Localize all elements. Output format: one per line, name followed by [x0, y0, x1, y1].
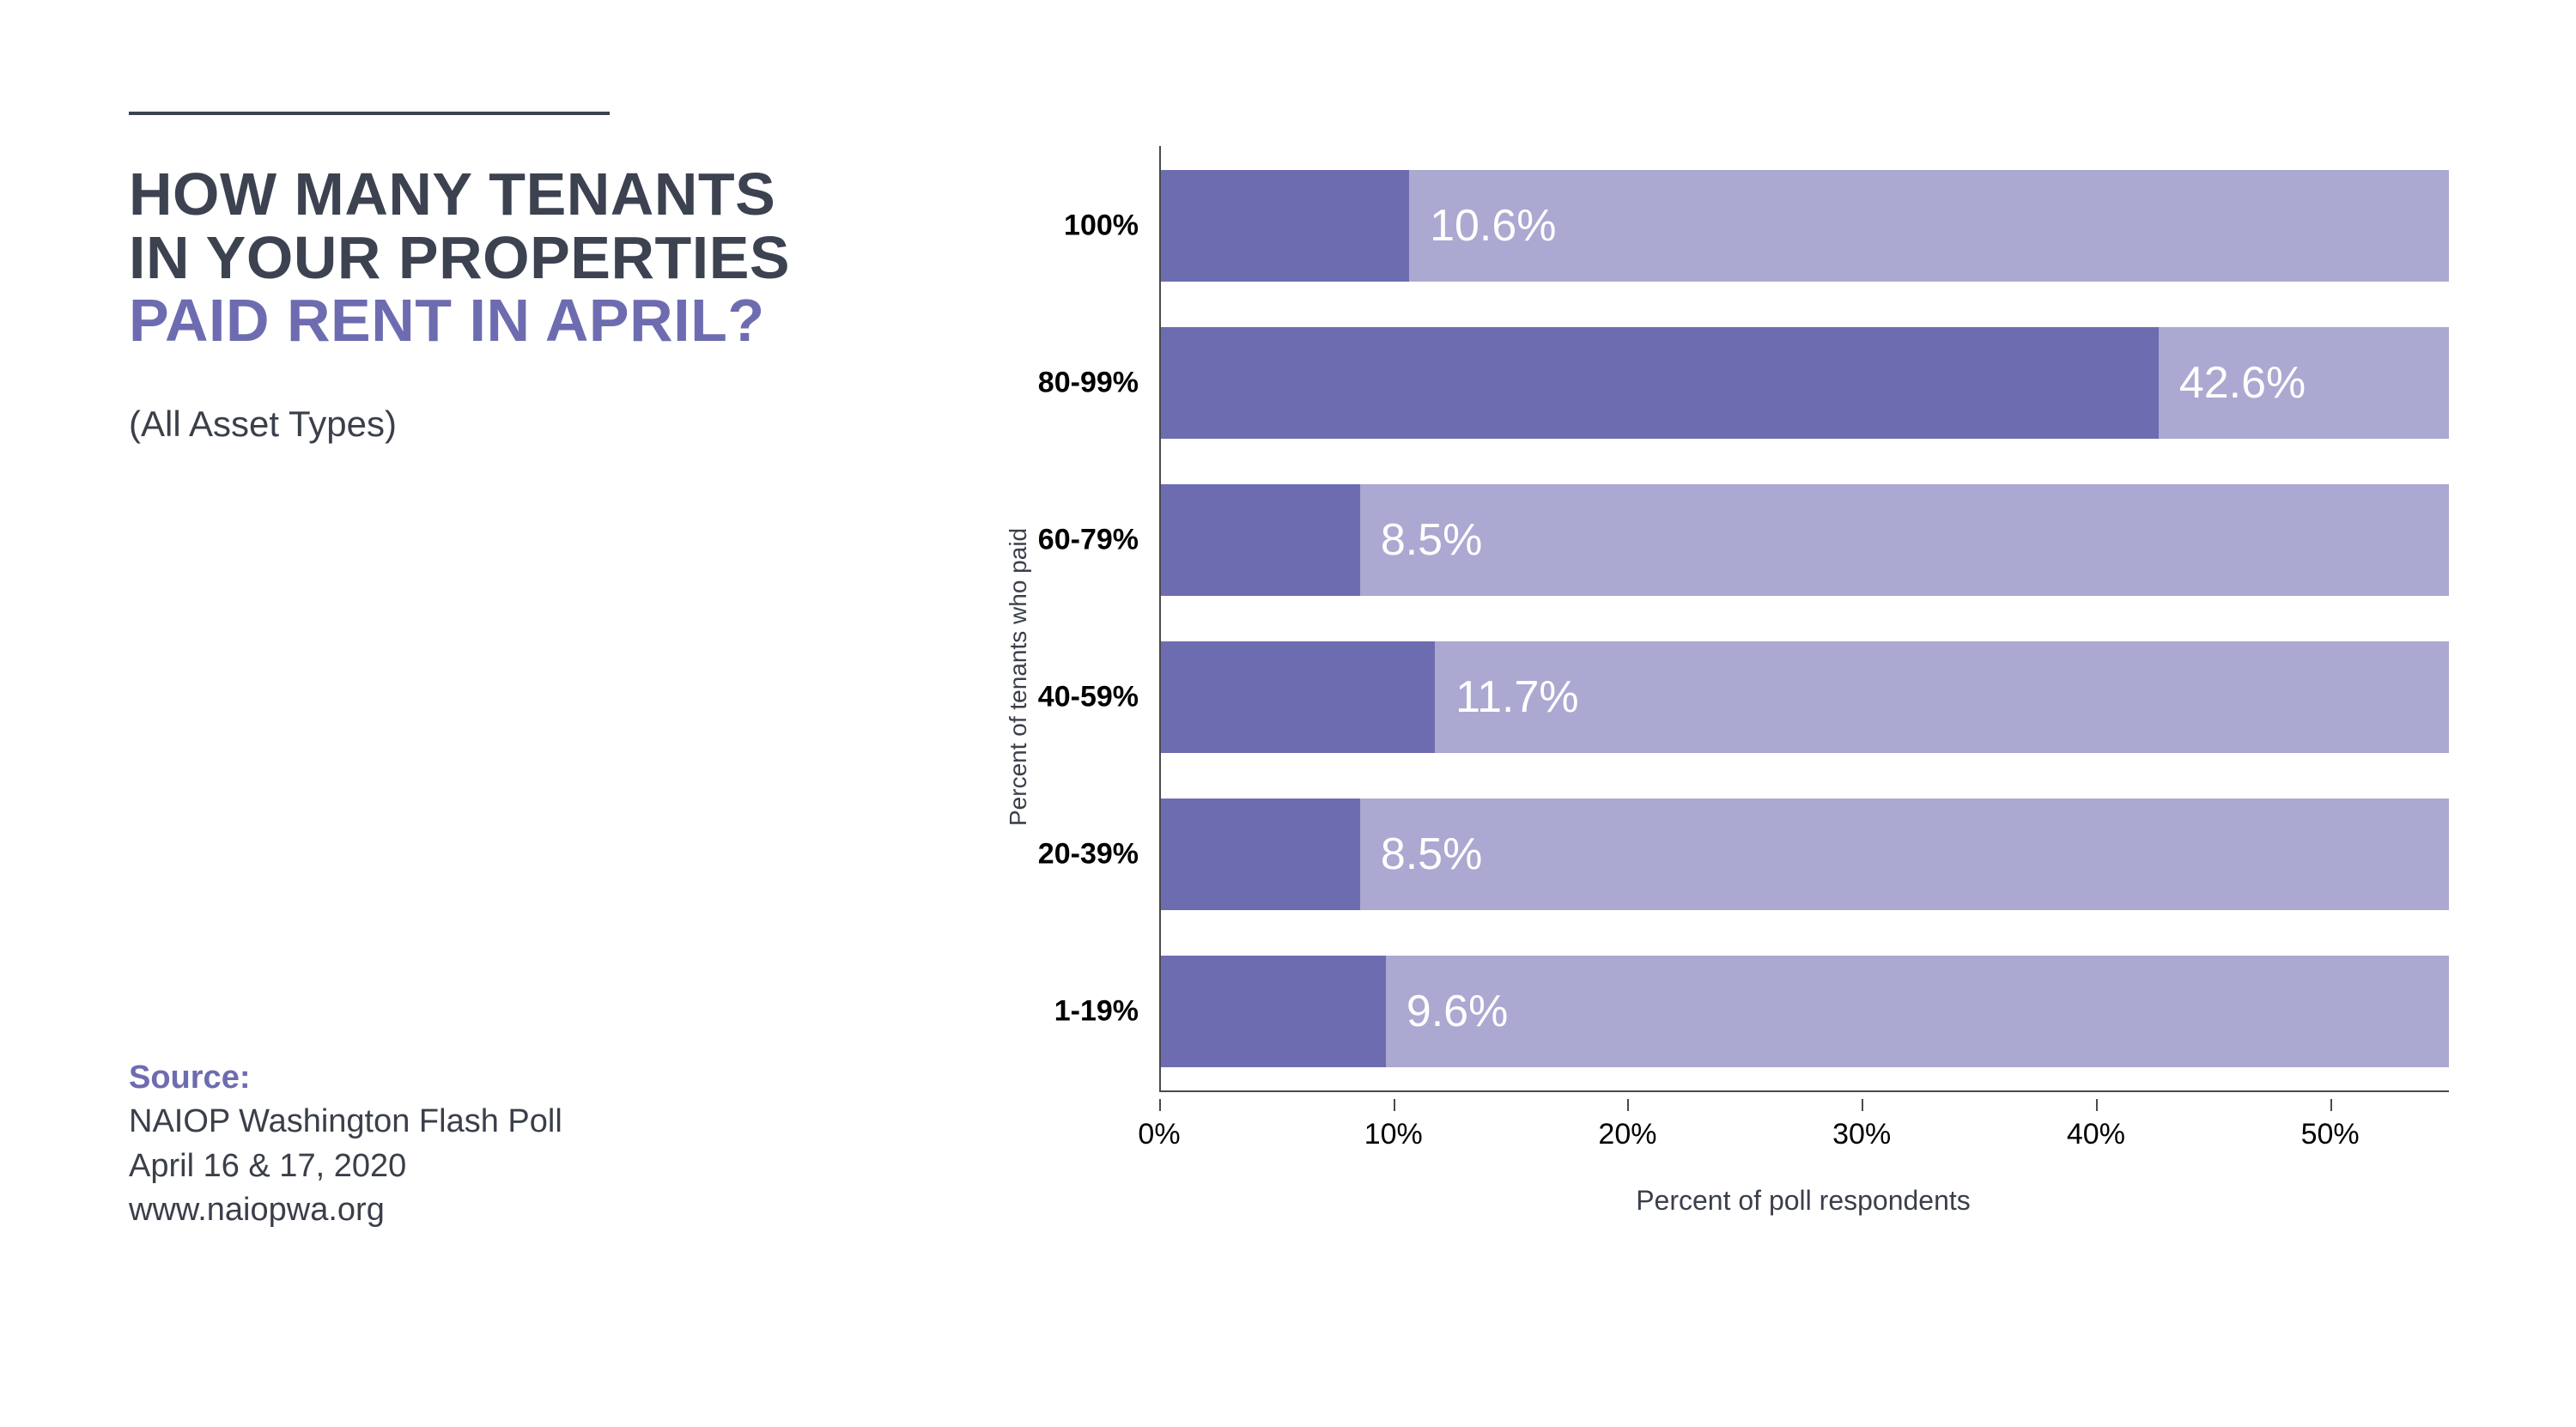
x-tick [2096, 1099, 2098, 1111]
bar-value-label: 9.6% [1406, 986, 1509, 1037]
bar-row: 9.6% [1161, 956, 2449, 1067]
bar-value-label: 11.7% [1455, 671, 1579, 723]
bar-value-label: 8.5% [1381, 514, 1483, 566]
x-tick [1394, 1099, 1395, 1111]
bar-row: 10.6% [1161, 170, 2449, 282]
source-line-1: NAIOP Washington Flash Poll [129, 1100, 562, 1144]
title-line-1: HOW MANY TENANTS [129, 163, 833, 227]
title-block: HOW MANY TENANTS IN YOUR PROPERTIES PAID… [129, 163, 833, 353]
y-category-label: 1-19% [1054, 994, 1139, 1028]
y-category-label: 20-39% [1038, 837, 1139, 871]
y-axis-title: Percent of tenants who paid [1005, 528, 1032, 826]
source-line-2: April 16 & 17, 2020 [129, 1145, 562, 1188]
bar-foreground [1161, 327, 2159, 439]
x-tick-label: 50% [2301, 1118, 2360, 1151]
source-label: Source: [129, 1056, 562, 1100]
source-block: Source: NAIOP Washington Flash Poll Apri… [129, 1056, 562, 1232]
subtitle: (All Asset Types) [129, 404, 397, 445]
x-tick-label: 30% [1832, 1118, 1891, 1151]
chart: 10.6% 42.6% 8.5% 11.7% 8.5% 9.6% Percent of t… [970, 146, 2464, 1228]
title-line-3: PAID RENT IN APRIL? [129, 289, 833, 353]
title-line-2: IN YOUR PROPERTIES [129, 227, 833, 290]
bar-foreground [1161, 484, 1360, 596]
x-tick-label: 10% [1364, 1118, 1423, 1151]
x-tick [1627, 1099, 1629, 1111]
x-axis-title: Percent of poll respondents [1636, 1185, 1971, 1217]
bar-foreground [1161, 956, 1386, 1067]
x-tick-label: 40% [2067, 1118, 2125, 1151]
y-category-label: 40-59% [1038, 680, 1139, 714]
title-rule [129, 112, 610, 115]
y-category-label: 100% [1064, 209, 1139, 242]
x-tick-label: 0% [1138, 1118, 1180, 1151]
bar-foreground [1161, 641, 1435, 753]
x-tick [1159, 1099, 1161, 1111]
bar-foreground [1161, 170, 1409, 282]
y-category-label: 60-79% [1038, 523, 1139, 556]
bar-value-label: 10.6% [1430, 200, 1556, 252]
bar-row: 8.5% [1161, 484, 2449, 596]
bar-row: 42.6% [1161, 327, 2449, 439]
plot-area: 10.6% 42.6% 8.5% 11.7% 8.5% 9.6% [1159, 146, 2449, 1092]
bar-row: 8.5% [1161, 799, 2449, 910]
x-tick [2330, 1099, 2332, 1111]
bar-value-label: 8.5% [1381, 829, 1483, 880]
bar-row: 11.7% [1161, 641, 2449, 753]
x-tick [1862, 1099, 1863, 1111]
page: HOW MANY TENANTS IN YOUR PROPERTIES PAID… [0, 0, 2576, 1427]
source-line-3: www.naiopwa.org [129, 1188, 562, 1232]
bar-value-label: 42.6% [2179, 357, 2306, 409]
y-category-label: 80-99% [1038, 366, 1139, 399]
x-tick-label: 20% [1598, 1118, 1656, 1151]
bar-foreground [1161, 799, 1360, 910]
